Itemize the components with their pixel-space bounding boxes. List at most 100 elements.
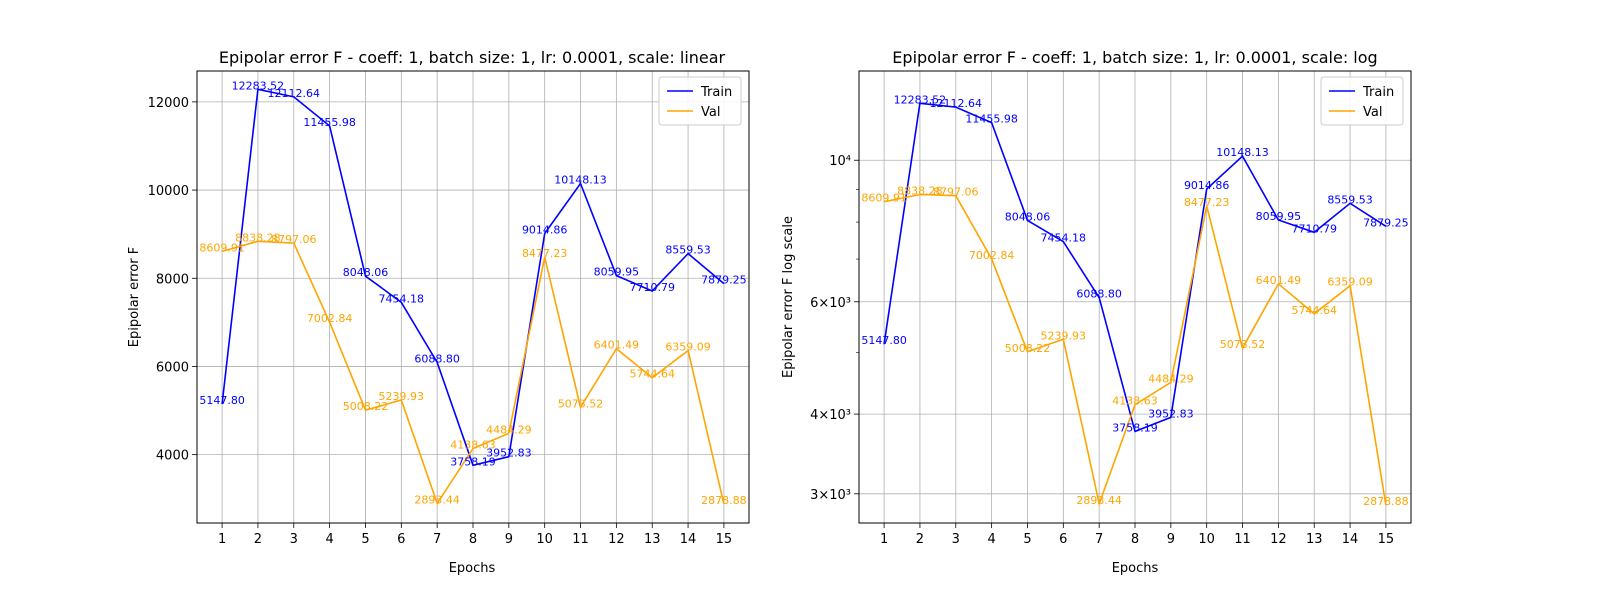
x-tick-label: 15 <box>1378 532 1395 547</box>
x-tick-label: 3 <box>952 532 960 547</box>
data-label-train: 10148.13 <box>1216 146 1269 159</box>
x-tick-label: 7 <box>433 532 441 547</box>
x-tick-label: 9 <box>1167 532 1175 547</box>
data-label-val: 7002.84 <box>969 249 1015 262</box>
y-tick-label: 10000 <box>148 184 189 199</box>
data-label-val: 8477.23 <box>522 247 568 260</box>
y-tick-label: 4×10³ <box>810 408 851 423</box>
x-tick-label: 10 <box>1198 532 1215 547</box>
y-axis-label: Epipolar error F log scale <box>781 216 796 378</box>
grid <box>859 71 1411 523</box>
data-label-train: 11455.98 <box>303 116 356 129</box>
y-tick-label: 6×10³ <box>810 296 851 311</box>
x-tick-label: 6 <box>1059 532 1067 547</box>
series-lines <box>883 102 1387 507</box>
data-label-val: 2893.44 <box>414 493 460 506</box>
data-label-val: 8838.28 <box>897 184 943 197</box>
data-label-val: 5073.52 <box>558 397 604 410</box>
data-label-train: 8059.95 <box>1256 210 1302 223</box>
y-tick-label: 10⁴ <box>829 154 851 169</box>
data-label-val: 8609.91 <box>199 241 245 254</box>
plot-frame <box>858 70 1412 524</box>
legend-label-val: Val <box>701 105 720 120</box>
data-label-val: 4138.63 <box>450 439 496 452</box>
data-label-train: 8559.53 <box>665 244 711 257</box>
x-tick-label: 2 <box>254 532 262 547</box>
data-label-train: 3952.83 <box>1148 407 1194 420</box>
legend: Train Val <box>1320 76 1404 126</box>
data-label-train: 7454.18 <box>1041 232 1087 245</box>
y-tick-label: 6000 <box>156 360 189 375</box>
legend-label-train: Train <box>700 85 732 100</box>
data-label-train: 7454.18 <box>379 292 425 305</box>
data-label-val: 8797.06 <box>271 233 317 246</box>
legend-box <box>1320 76 1404 126</box>
x-tick-label: 5 <box>361 532 369 547</box>
series-lines <box>221 88 725 506</box>
log-scale-chart: Epipolar error F - coeff: 1, batch size:… <box>781 48 1412 576</box>
x-tick-label: 11 <box>572 532 589 547</box>
y-tick-label: 3×10³ <box>810 488 851 503</box>
data-label-val: 4484.29 <box>1148 372 1194 385</box>
data-label-train: 7879.25 <box>1363 216 1409 229</box>
data-label-val: 8477.23 <box>1184 196 1230 209</box>
data-label-train: 10148.13 <box>554 174 607 187</box>
x-tick-label: 9 <box>505 532 513 547</box>
linear-scale-chart: Epipolar error F - coeff: 1, batch size:… <box>127 48 750 576</box>
x-tick-label: 14 <box>1342 532 1359 547</box>
data-label-train: 3758.19 <box>450 455 496 468</box>
data-label-val: 5744.64 <box>629 368 675 381</box>
data-label-train: 5147.80 <box>199 394 245 407</box>
data-label-val: 2878.88 <box>1363 495 1409 508</box>
data-label-train: 12112.64 <box>268 87 321 100</box>
series-line-val <box>883 193 1387 507</box>
data-label-val: 7002.84 <box>307 312 353 325</box>
x-tick-label: 6 <box>397 532 405 547</box>
x-tick-label: 11 <box>1234 532 1251 547</box>
x-tick-label: 4 <box>325 532 333 547</box>
data-label-val: 5008.22 <box>343 400 389 413</box>
data-label-val: 4138.63 <box>1112 395 1158 408</box>
x-tick-label: 2 <box>916 532 924 547</box>
series-line-train <box>221 88 725 467</box>
data-label-train: 8048.06 <box>343 266 389 279</box>
y-tick-label: 8000 <box>156 272 189 287</box>
data-label-train: 7879.25 <box>701 274 747 287</box>
data-label-val: 5239.93 <box>1041 329 1087 342</box>
y-tick-label: 4000 <box>156 449 189 464</box>
data-label-train: 12112.64 <box>930 97 983 110</box>
data-label-train: 9014.86 <box>522 224 568 237</box>
x-tick-label: 1 <box>218 532 226 547</box>
chart-title: Epipolar error F - coeff: 1, batch size:… <box>219 48 726 67</box>
x-tick-label: 15 <box>716 532 733 547</box>
x-axis-label: Epochs <box>1112 561 1159 576</box>
x-tick-label: 13 <box>1306 532 1323 547</box>
data-label-train: 3952.83 <box>486 447 532 460</box>
x-tick-label: 3 <box>290 532 298 547</box>
x-axis-label: Epochs <box>449 561 496 576</box>
data-label-val: 5073.52 <box>1220 338 1266 351</box>
data-label-val: 6401.49 <box>1256 274 1302 287</box>
x-tick-label: 12 <box>1270 532 1287 547</box>
series-line-val <box>221 240 725 506</box>
axes: 1 2 3 4 5 6 7 8 9 10 11 12 13 14 154000600080001000012… <box>148 70 750 547</box>
y-tick-label: 12000 <box>148 96 189 111</box>
data-label-val: 6359.09 <box>665 341 711 354</box>
data-label-train: 9014.86 <box>1184 179 1230 192</box>
data-label-val: 5008.22 <box>1005 342 1051 355</box>
x-tick-label: 14 <box>680 532 697 547</box>
x-tick-label: 5 <box>1023 532 1031 547</box>
data-label-train: 11455.98 <box>965 113 1018 126</box>
x-tick-label: 1 <box>880 532 888 547</box>
data-label-train: 12283.52 <box>894 93 947 106</box>
data-label-train: 8048.06 <box>1005 210 1051 223</box>
plot-frame <box>196 70 750 524</box>
chart-title: Epipolar error F - coeff: 1, batch size:… <box>892 48 1377 67</box>
x-tick-label: 13 <box>644 532 661 547</box>
y-axis-label: Epipolar error F <box>127 247 142 347</box>
x-tick-label: 8 <box>469 532 477 547</box>
data-label-val: 6401.49 <box>594 339 640 352</box>
